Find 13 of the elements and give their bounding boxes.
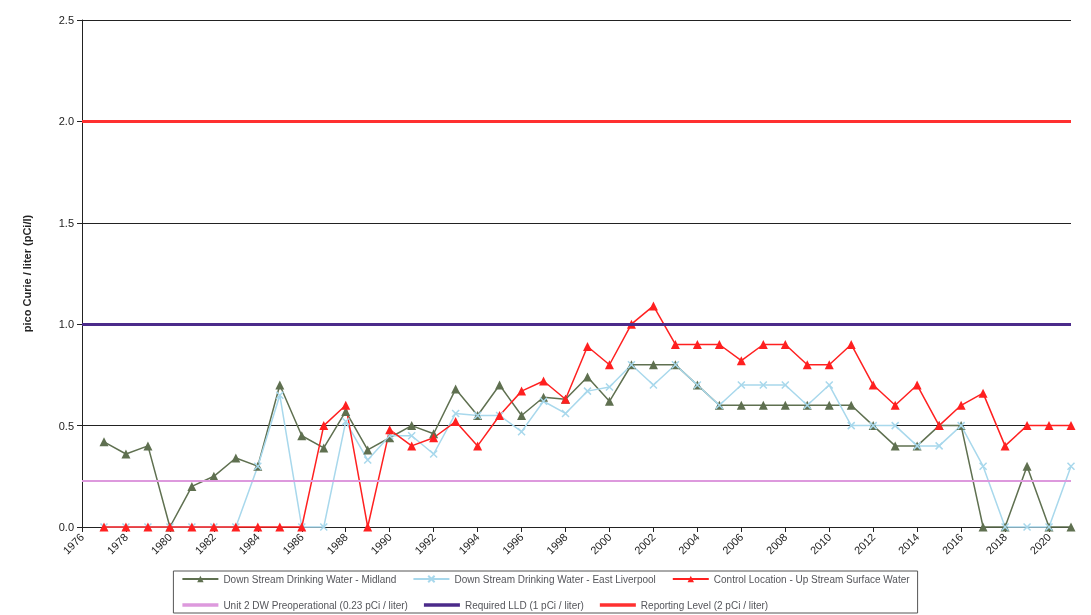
y-tick-label: 2.0 [58, 115, 74, 128]
y-tick-label: 1.0 [58, 318, 74, 331]
y-tick-label: 0.0 [58, 521, 74, 533]
legend-label: Unit 2 DW Preoperational (0.23 pCi / liter) [223, 599, 408, 611]
legend-label: Down Stream Drinking Water - Midland [223, 573, 397, 585]
legend-label: Reporting Level (2 pCi / liter) [640, 599, 769, 611]
y-tick-label: 0.5 [58, 419, 74, 432]
y-tick-label: 2.5 [58, 14, 74, 26]
y-tick-label: 1.5 [58, 216, 74, 229]
legend-label: Down Stream Drinking Water - East Liverpool [454, 573, 656, 585]
legend-label: Required LLD (1 pCi / liter) [464, 599, 584, 611]
legend-label: Control Location - Up Stream Surface Water [713, 573, 911, 585]
y-axis-title: pico Curie / liter (pCi/l) [20, 214, 33, 333]
